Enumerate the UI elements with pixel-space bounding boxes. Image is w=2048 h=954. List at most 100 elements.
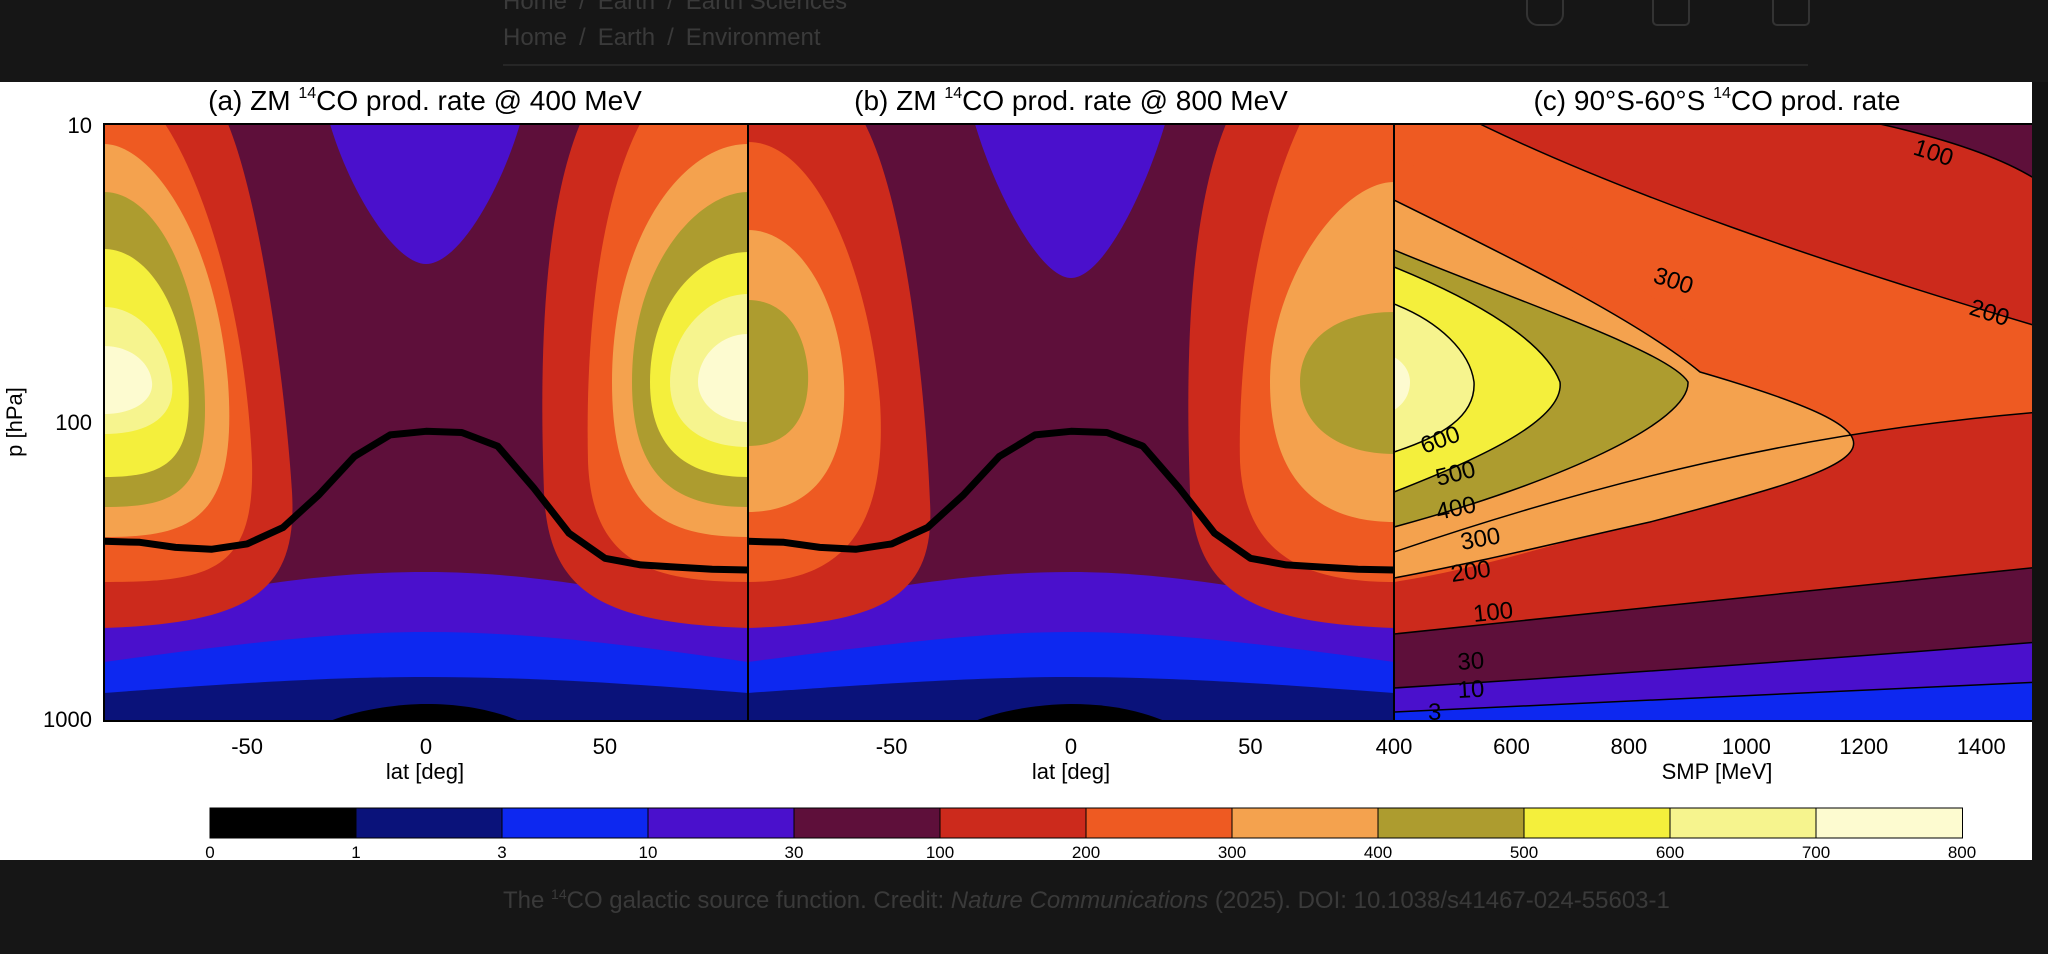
contour-line-100-upper xyxy=(1879,124,2040,183)
panel-b-tropopause-line xyxy=(747,427,1395,574)
colorbar-tick-label: 600 xyxy=(1656,843,1684,860)
bookmark-icon[interactable] xyxy=(1526,0,1564,26)
colorbar: 0 1 3 10 30 100 200 300 400 500 600 700 800 xyxy=(205,807,1976,860)
colorbar-swatch xyxy=(793,807,941,839)
x-axis-label-b: lat [deg] xyxy=(1032,759,1110,784)
band-1-3 xyxy=(748,677,1394,721)
x-tick-label: -50 xyxy=(876,734,908,759)
panel-titles: (a) ZM 14CO prod. rate @ 400 MeV (b) ZM … xyxy=(208,85,1900,116)
x-tick-label: 0 xyxy=(420,734,432,759)
band-0-1 xyxy=(975,704,1165,721)
colorbar-swatch xyxy=(939,807,1087,839)
panel-b-field xyxy=(748,124,1394,721)
colorbar-tick-label: 200 xyxy=(1072,843,1100,860)
panel-a-tropopause-line xyxy=(103,427,749,574)
colorbar-tick-label: 3 xyxy=(497,843,506,860)
colorbar-swatch xyxy=(501,807,649,839)
colorbar-swatch xyxy=(1815,807,1963,839)
contour-line-300 xyxy=(1394,199,1855,579)
band-700-800 xyxy=(104,346,153,414)
y-axis-label: p [hPa] xyxy=(2,387,27,457)
breadcrumb-separator: / xyxy=(579,0,586,15)
x-tick-label: 800 xyxy=(1611,734,1648,759)
panel-a xyxy=(103,123,749,722)
band-1-3 xyxy=(104,677,748,721)
upper-band-10-30 xyxy=(975,124,1165,278)
contour-line-30 xyxy=(1394,641,2040,689)
x-tick-label: 1200 xyxy=(1839,734,1888,759)
contour-line-200-upper xyxy=(1479,124,2040,328)
y-axis: 10 100 1000 p [hPa] xyxy=(2,113,92,732)
breadcrumb-link[interactable]: Home xyxy=(503,0,568,15)
contour-label: 200 xyxy=(1449,556,1492,588)
breadcrumb-link[interactable]: Environment xyxy=(685,24,821,51)
panel-a-field xyxy=(104,124,748,721)
colorbar-swatch xyxy=(1377,807,1525,839)
contour-labels: 100 300 200 600 500 400 300 200 100 30 1… xyxy=(1417,134,2013,726)
contour-line-600 xyxy=(1394,303,1475,453)
colorbar-tick-label: 800 xyxy=(1948,843,1976,860)
figure-image: 100 300 200 600 500 400 300 200 100 30 1… xyxy=(0,82,2048,860)
colorbar-swatch xyxy=(1231,807,1379,839)
band-400-500 xyxy=(1300,312,1394,454)
x-tick-label: 600 xyxy=(1493,734,1530,759)
breadcrumb-separator: / xyxy=(667,24,674,51)
page-scrollbar[interactable] xyxy=(2032,82,2048,860)
contour-line-100 xyxy=(1394,566,2040,635)
colorbar-swatch xyxy=(209,807,357,839)
contour-label: 3 xyxy=(1428,699,1441,726)
contour-line-10 xyxy=(1394,681,2040,713)
breadcrumb-link[interactable]: Earth xyxy=(597,24,656,51)
x-axes: -50 0 50 lat [deg] -50 0 50 lat [deg] 40… xyxy=(231,734,2006,784)
breadcrumb: Home / Earth / Environment xyxy=(503,24,820,52)
print-icon[interactable] xyxy=(1772,0,1810,26)
colorbar-tick-label: 400 xyxy=(1364,843,1392,860)
x-tick-label: 0 xyxy=(1065,734,1077,759)
contour-line-200 xyxy=(1394,411,2040,553)
band-30-100 xyxy=(1880,124,2040,182)
breadcrumb-link[interactable]: Earth xyxy=(597,0,656,15)
chart-title-a: (a) ZM 14CO prod. rate @ 400 MeV xyxy=(208,85,642,116)
panel-c-field xyxy=(1394,124,2040,721)
breadcrumb-link[interactable]: Earth Sciences xyxy=(685,0,848,15)
x-tick-label: 50 xyxy=(1238,734,1262,759)
chart-title-b: (b) ZM 14CO prod. rate @ 800 MeV xyxy=(854,85,1288,116)
page-header: Home / Earth / Earth Sciences Home / Earth / Env… xyxy=(0,0,2048,80)
colorbar-tick-label: 1 xyxy=(351,843,360,860)
x-tick-label: 50 xyxy=(593,734,617,759)
colorbar-tick-label: 300 xyxy=(1218,843,1246,860)
x-tick-label: -50 xyxy=(231,734,263,759)
colorbar-swatch xyxy=(1523,807,1671,839)
band-3-10 xyxy=(1394,682,2040,721)
chart-title-c: (c) 90°S-60°S 14CO prod. rate xyxy=(1533,85,1900,116)
x-tick-label: 1000 xyxy=(1722,734,1771,759)
contour-line-500 xyxy=(1394,266,1561,493)
contour-label: 30 xyxy=(1457,647,1486,676)
band-400-500 xyxy=(748,300,809,446)
y-tick-label: 1000 xyxy=(43,707,92,732)
colorbar-swatch xyxy=(355,807,503,839)
colorbar-swatch xyxy=(647,807,795,839)
contour-label: 100 xyxy=(1472,597,1515,628)
x-tick-label: 1400 xyxy=(1957,734,2006,759)
band-700-800 xyxy=(698,334,748,422)
panel-b xyxy=(747,123,1395,722)
x-tick-label: 400 xyxy=(1376,734,1413,759)
colorbar-swatch xyxy=(1669,807,1817,839)
upper-band-10-30 xyxy=(330,124,520,264)
panel-c: 100 300 200 600 500 400 300 200 100 30 1… xyxy=(1393,123,2041,726)
band-700-800 xyxy=(1394,357,1410,410)
mail-icon[interactable] xyxy=(1652,0,1690,26)
breadcrumb-link[interactable]: Home xyxy=(503,24,568,51)
header-divider xyxy=(503,64,1808,66)
band-0-1 xyxy=(330,704,520,721)
colorbar-tick-label: 700 xyxy=(1802,843,1830,860)
breadcrumb-separator: / xyxy=(579,24,586,51)
colorbar-tick-label: 0 xyxy=(205,843,214,860)
band-600-700 xyxy=(1394,304,1475,452)
x-axis-label-a: lat [deg] xyxy=(386,759,464,784)
breadcrumb-top: Home / Earth / Earth Sciences xyxy=(503,0,847,16)
y-tick-label: 10 xyxy=(68,113,92,138)
figure-svg: 100 300 200 600 500 400 300 200 100 30 1… xyxy=(2,85,2041,860)
figure-caption: The 14CO galactic source function. Credi… xyxy=(503,886,1670,914)
